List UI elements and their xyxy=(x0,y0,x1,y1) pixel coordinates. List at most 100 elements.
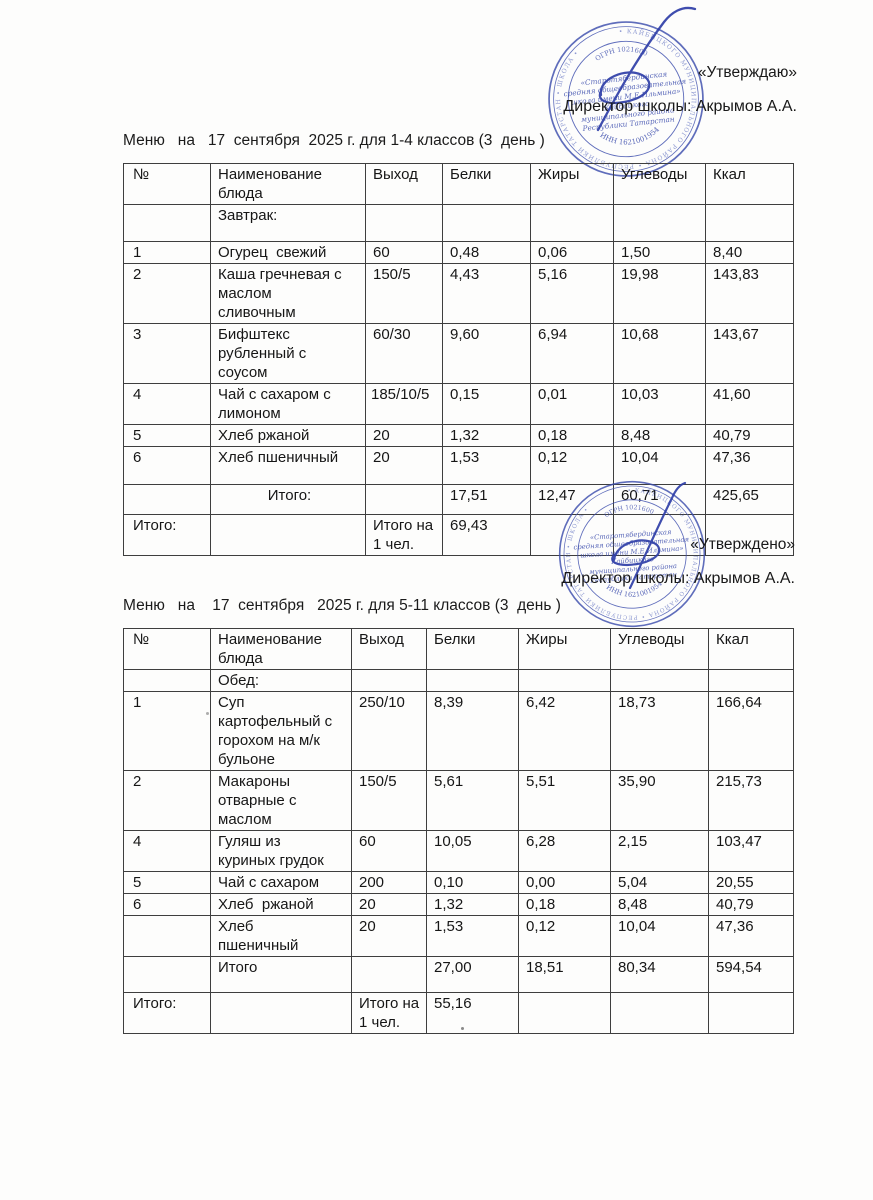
stamp-inn-text: ИНН 1621001954 xyxy=(598,124,663,150)
per-person-note: Итого на 1 чел. xyxy=(365,514,443,556)
cell-out: 20 xyxy=(365,446,443,485)
cell-fat-total: 18,51 xyxy=(518,956,611,993)
menu-table-5-11: № Наименование блюда Выход Белки Жиры Уг… xyxy=(123,628,794,1034)
cell-num: 5 xyxy=(123,871,211,894)
cell-kcal-total: 425,65 xyxy=(705,484,794,515)
col-header-kcal: Ккал xyxy=(708,628,794,670)
cell-carbs-total: 60,71 xyxy=(613,484,706,515)
cell-dish: Хлеб ржаной xyxy=(210,424,366,447)
table-row: 4 Гуляш из куриных грудок 60 10,05 6,28 … xyxy=(123,830,794,872)
cell-kcal: 215,73 xyxy=(708,770,794,831)
cell-num: 2 xyxy=(123,770,211,831)
cell-dish: Хлеб пшеничный xyxy=(210,446,366,485)
cell-carbs: 8,48 xyxy=(610,893,709,916)
scan-artifact-dot xyxy=(206,712,209,715)
cell-kcal: 143,67 xyxy=(705,323,794,384)
cell-protein-total: 27,00 xyxy=(426,956,519,993)
per-person-value: 69,43 xyxy=(442,514,531,556)
section-label: Обед: xyxy=(210,669,352,692)
section-row: Завтрак: xyxy=(123,204,794,242)
table-row: 1 Огурец свежий 60 0,48 0,06 1,50 8,40 xyxy=(123,241,794,264)
col-header-out: Выход xyxy=(351,628,427,670)
cell-dish: Каша гречневая с маслом сливочным xyxy=(210,263,366,324)
approval-quote: «Утверждаю» xyxy=(697,64,797,81)
cell-num: 5 xyxy=(123,424,211,447)
cell-carbs: 35,90 xyxy=(610,770,709,831)
col-header-num: № xyxy=(123,628,211,670)
table-row: 2 Каша гречневая с маслом сливочным 150/… xyxy=(123,263,794,324)
director-signature-line: Директор школы: Акрымов А.А. xyxy=(563,98,797,115)
cell-num: 1 xyxy=(123,241,211,264)
per-person-row: Итого: Итого на 1 чел. 55,16 xyxy=(123,992,794,1034)
cell-kcal: 40,79 xyxy=(708,893,794,916)
section-label: Завтрак: xyxy=(210,204,366,242)
menu-table-1-4-wrap: № Наименование блюда Выход Белки Жиры Уг… xyxy=(123,163,794,556)
approval-block-top: «Утверждаю» Директор школы: Акрымов А.А. xyxy=(563,64,797,116)
cell-protein: 5,61 xyxy=(426,770,519,831)
cell-out: 185/10/5 xyxy=(365,383,443,425)
cell-num: 4 xyxy=(123,830,211,872)
cell-fat: 0,18 xyxy=(518,893,611,916)
cell-out: 200 xyxy=(351,871,427,894)
cell-protein: 4,43 xyxy=(442,263,531,324)
cell-dish: Чай с сахаром с лимоном xyxy=(210,383,366,425)
totals-label: Итого xyxy=(210,956,352,993)
cell-dish: Хлеб пшеничный xyxy=(210,915,352,957)
cell-protein-total: 17,51 xyxy=(442,484,531,515)
cell-carbs: 10,04 xyxy=(610,915,709,957)
stamp-ogrn-text: ОГРН 1021600 xyxy=(593,43,650,63)
col-header-protein: Белки xyxy=(442,163,531,205)
table-row: 4 Чай с сахаром с лимоном 185/10/5 0,15 … xyxy=(123,383,794,425)
cell-protein: 10,05 xyxy=(426,830,519,872)
cell-dish: Чай с сахаром xyxy=(210,871,352,894)
cell-fat: 5,16 xyxy=(530,263,614,324)
cell-fat: 0,00 xyxy=(518,871,611,894)
col-header-dish: Наименование блюда xyxy=(210,628,352,670)
cell-fat: 0,01 xyxy=(530,383,614,425)
col-header-fat: Жиры xyxy=(530,163,614,205)
table-row: 6 Хлеб пшеничный 20 1,53 0,12 10,04 47,3… xyxy=(123,446,794,485)
cell-kcal: 8,40 xyxy=(705,241,794,264)
cell-fat: 0,12 xyxy=(530,446,614,485)
cell-fat: 6,42 xyxy=(518,691,611,771)
cell-dish: Бифштекс рубленный с соусом xyxy=(210,323,366,384)
cell-out: 20 xyxy=(351,893,427,916)
cell-out: 250/10 xyxy=(351,691,427,771)
cell-num: 4 xyxy=(123,383,211,425)
table-header-row: № Наименование блюда Выход Белки Жиры Уг… xyxy=(123,628,794,670)
per-person-note: Итого на 1 чел. xyxy=(351,992,427,1034)
cell-carbs: 18,73 xyxy=(610,691,709,771)
cell-carbs: 1,50 xyxy=(613,241,706,264)
cell-kcal: 47,36 xyxy=(705,446,794,485)
col-header-kcal: Ккал xyxy=(705,163,794,205)
cell-protein: 1,32 xyxy=(426,893,519,916)
cell-kcal: 143,83 xyxy=(705,263,794,324)
director-signature-line: Директор школы: Акрымов А.А. xyxy=(561,570,795,587)
cell-dish: Огурец свежий xyxy=(210,241,366,264)
table-row: 2 Макароны отварные с маслом 150/5 5,61 … xyxy=(123,770,794,831)
cell-kcal: 103,47 xyxy=(708,830,794,872)
col-header-out: Выход xyxy=(365,163,443,205)
cell-num: 1 xyxy=(123,691,211,771)
cell-fat: 6,94 xyxy=(530,323,614,384)
cell-dish: Гуляш из куриных грудок xyxy=(210,830,352,872)
cell-fat: 0,18 xyxy=(530,424,614,447)
cell-kcal: 166,64 xyxy=(708,691,794,771)
cell-fat-total: 12,47 xyxy=(530,484,614,515)
menu-table-5-11-wrap: № Наименование блюда Выход Белки Жиры Уг… xyxy=(123,628,794,1034)
cell-out: 150/5 xyxy=(351,770,427,831)
col-header-carbs: Углеводы xyxy=(610,628,709,670)
cell-num xyxy=(123,915,211,957)
cell-carbs: 10,04 xyxy=(613,446,706,485)
cell-kcal-total: 594,54 xyxy=(708,956,794,993)
cell-num: 3 xyxy=(123,323,211,384)
table-header-row: № Наименование блюда Выход Белки Жиры Уг… xyxy=(123,163,794,205)
cell-protein: 1,32 xyxy=(442,424,531,447)
table-row: 6 Хлеб ржаной 20 1,32 0,18 8,48 40,79 xyxy=(123,893,794,916)
per-person-label: Итого: xyxy=(123,514,211,556)
cell-out: 20 xyxy=(365,424,443,447)
table-row: 5 Чай с сахаром 200 0,10 0,00 5,04 20,55 xyxy=(123,871,794,894)
cell-kcal: 20,55 xyxy=(708,871,794,894)
menu-table-1-4: № Наименование блюда Выход Белки Жиры Уг… xyxy=(123,163,794,556)
